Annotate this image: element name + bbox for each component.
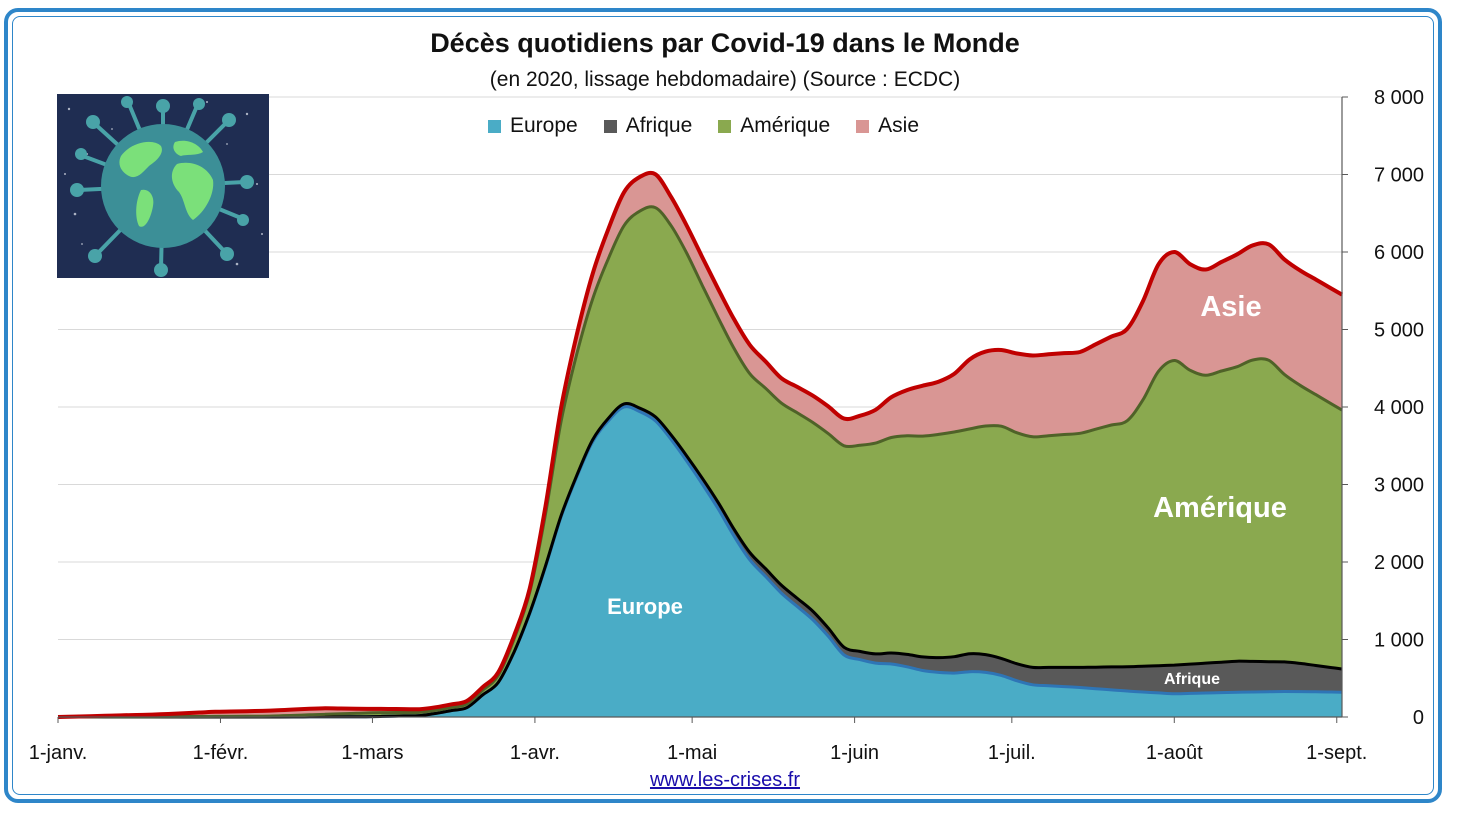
annotation-europe: Europe: [607, 594, 683, 619]
y-tick-label: 1 000: [1374, 630, 1424, 652]
legend-label-europe: Europe: [510, 114, 578, 137]
legend-swatch-europe: [488, 119, 501, 133]
legend-swatch-asie: [856, 119, 870, 133]
x-tick-label: 1-avr.: [510, 742, 560, 764]
y-tick-label: 2 000: [1374, 552, 1424, 574]
annotation-afrique: Afrique: [1164, 671, 1220, 688]
legend-item-asie: Asie: [856, 114, 919, 138]
legend-item-europe: Europe: [488, 114, 578, 138]
y-tick-label: 3 000: [1374, 475, 1424, 497]
outer-frame: [4, 8, 1442, 803]
y-tick-label: 5 000: [1374, 320, 1424, 342]
area-amerique: [58, 206, 1342, 717]
area-europe: [58, 406, 1342, 717]
x-tick-label: 1-juil.: [988, 742, 1036, 764]
x-tick-label: 1-janv.: [29, 742, 88, 764]
x-tick-label: 1-mai: [667, 742, 717, 764]
x-tick-label: 1-sept.: [1306, 742, 1367, 764]
line-amerique-top: [57, 205, 1343, 719]
y-tick-label: 6 000: [1374, 242, 1424, 264]
legend-swatch-afrique: [603, 119, 617, 133]
line-asie-top: [57, 170, 1344, 719]
annotation-amerique: Amérique: [1153, 492, 1287, 524]
legend-item-amerique: Amérique: [718, 114, 830, 138]
y-tick-label: 7 000: [1374, 165, 1424, 187]
annotation-asie: Asie: [1200, 291, 1261, 323]
y-tick-label: 0: [1413, 707, 1424, 729]
chart-legend: Europe Afrique Amérique Asie: [488, 114, 919, 138]
coronavirus-globe-icon: [57, 94, 269, 278]
y-tick-label: 4 000: [1374, 397, 1424, 419]
inner-frame: [12, 16, 1434, 795]
legend-label-amerique: Amérique: [740, 114, 831, 137]
legend-swatch-amerique: [718, 119, 732, 133]
area-afrique: [58, 403, 1342, 717]
legend-item-afrique: Afrique: [603, 114, 693, 138]
chart-subtitle: (en 2020, lissage hebdomadaire) (Source …: [489, 68, 961, 91]
legend-label-afrique: Afrique: [625, 114, 693, 137]
x-tick-label: 1-août: [1146, 742, 1203, 764]
x-tick-label: 1-mars: [341, 742, 403, 764]
y-tick-label: 8 000: [1374, 87, 1424, 109]
source-link[interactable]: www.les-crises.fr: [649, 769, 800, 791]
chart-title: Décès quotidiens par Covid-19 dans le Mo…: [430, 28, 1020, 58]
legend-label-asie: Asie: [878, 114, 920, 137]
x-tick-label: 1-févr.: [193, 742, 249, 764]
x-tick-label: 1-juin: [830, 742, 879, 764]
